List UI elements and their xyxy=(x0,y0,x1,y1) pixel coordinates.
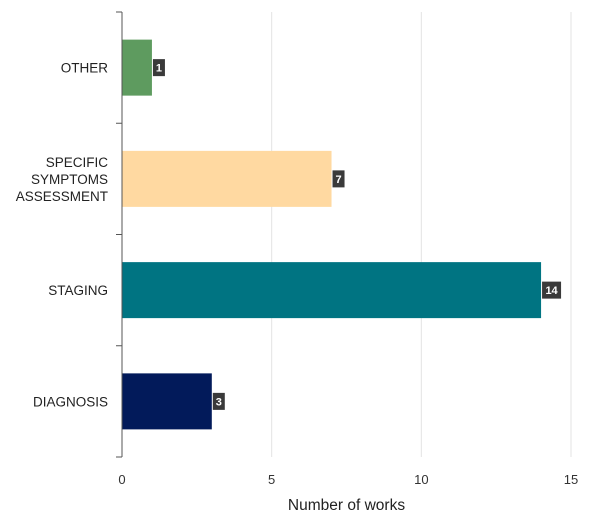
data-label-box xyxy=(332,170,345,188)
bar-diagnosis xyxy=(122,373,212,430)
x-tick-label-15: 15 xyxy=(564,472,578,487)
data-label-text: 14 xyxy=(545,285,558,297)
bars xyxy=(122,39,542,430)
data-label-box xyxy=(212,392,225,410)
x-tick-label-0: 0 xyxy=(118,472,125,487)
category-label-specific-symptoms-assessment: SPECIFIC SYMPTOMS ASSESSMENT xyxy=(16,155,109,204)
x-tick-label-10: 10 xyxy=(414,472,428,487)
category-labels: OTHER SPECIFIC SYMPTOMS ASSESSMENT STAGING DI… xyxy=(16,61,109,410)
data-label-text: 3 xyxy=(216,396,222,408)
axes xyxy=(116,11,123,458)
gridlines xyxy=(271,12,572,457)
bar-staging xyxy=(122,262,542,319)
category-label-other: OTHER xyxy=(61,61,109,76)
data-label-staging: 14 xyxy=(542,281,562,299)
category-label-staging: STAGING xyxy=(48,283,108,298)
data-label-text: 1 xyxy=(156,63,162,75)
data-label-box xyxy=(542,281,562,299)
data-label-text: 7 xyxy=(335,174,341,186)
bar-other xyxy=(122,39,152,96)
data-label-specific-symptoms-assessment: 7 xyxy=(332,170,345,188)
data-label-diagnosis: 3 xyxy=(212,392,225,410)
x-tick-label-5: 5 xyxy=(268,472,275,487)
data-label-box xyxy=(152,59,165,77)
x-axis-title: Number of works xyxy=(288,497,405,513)
x-tick-labels: 0 5 10 15 xyxy=(118,472,578,487)
category-label-diagnosis: DIAGNOSIS xyxy=(33,394,108,409)
data-labels: 1 7 14 3 xyxy=(152,59,562,410)
data-label-other: 1 xyxy=(152,59,165,77)
bar-specific-symptoms-assessment xyxy=(122,150,332,207)
